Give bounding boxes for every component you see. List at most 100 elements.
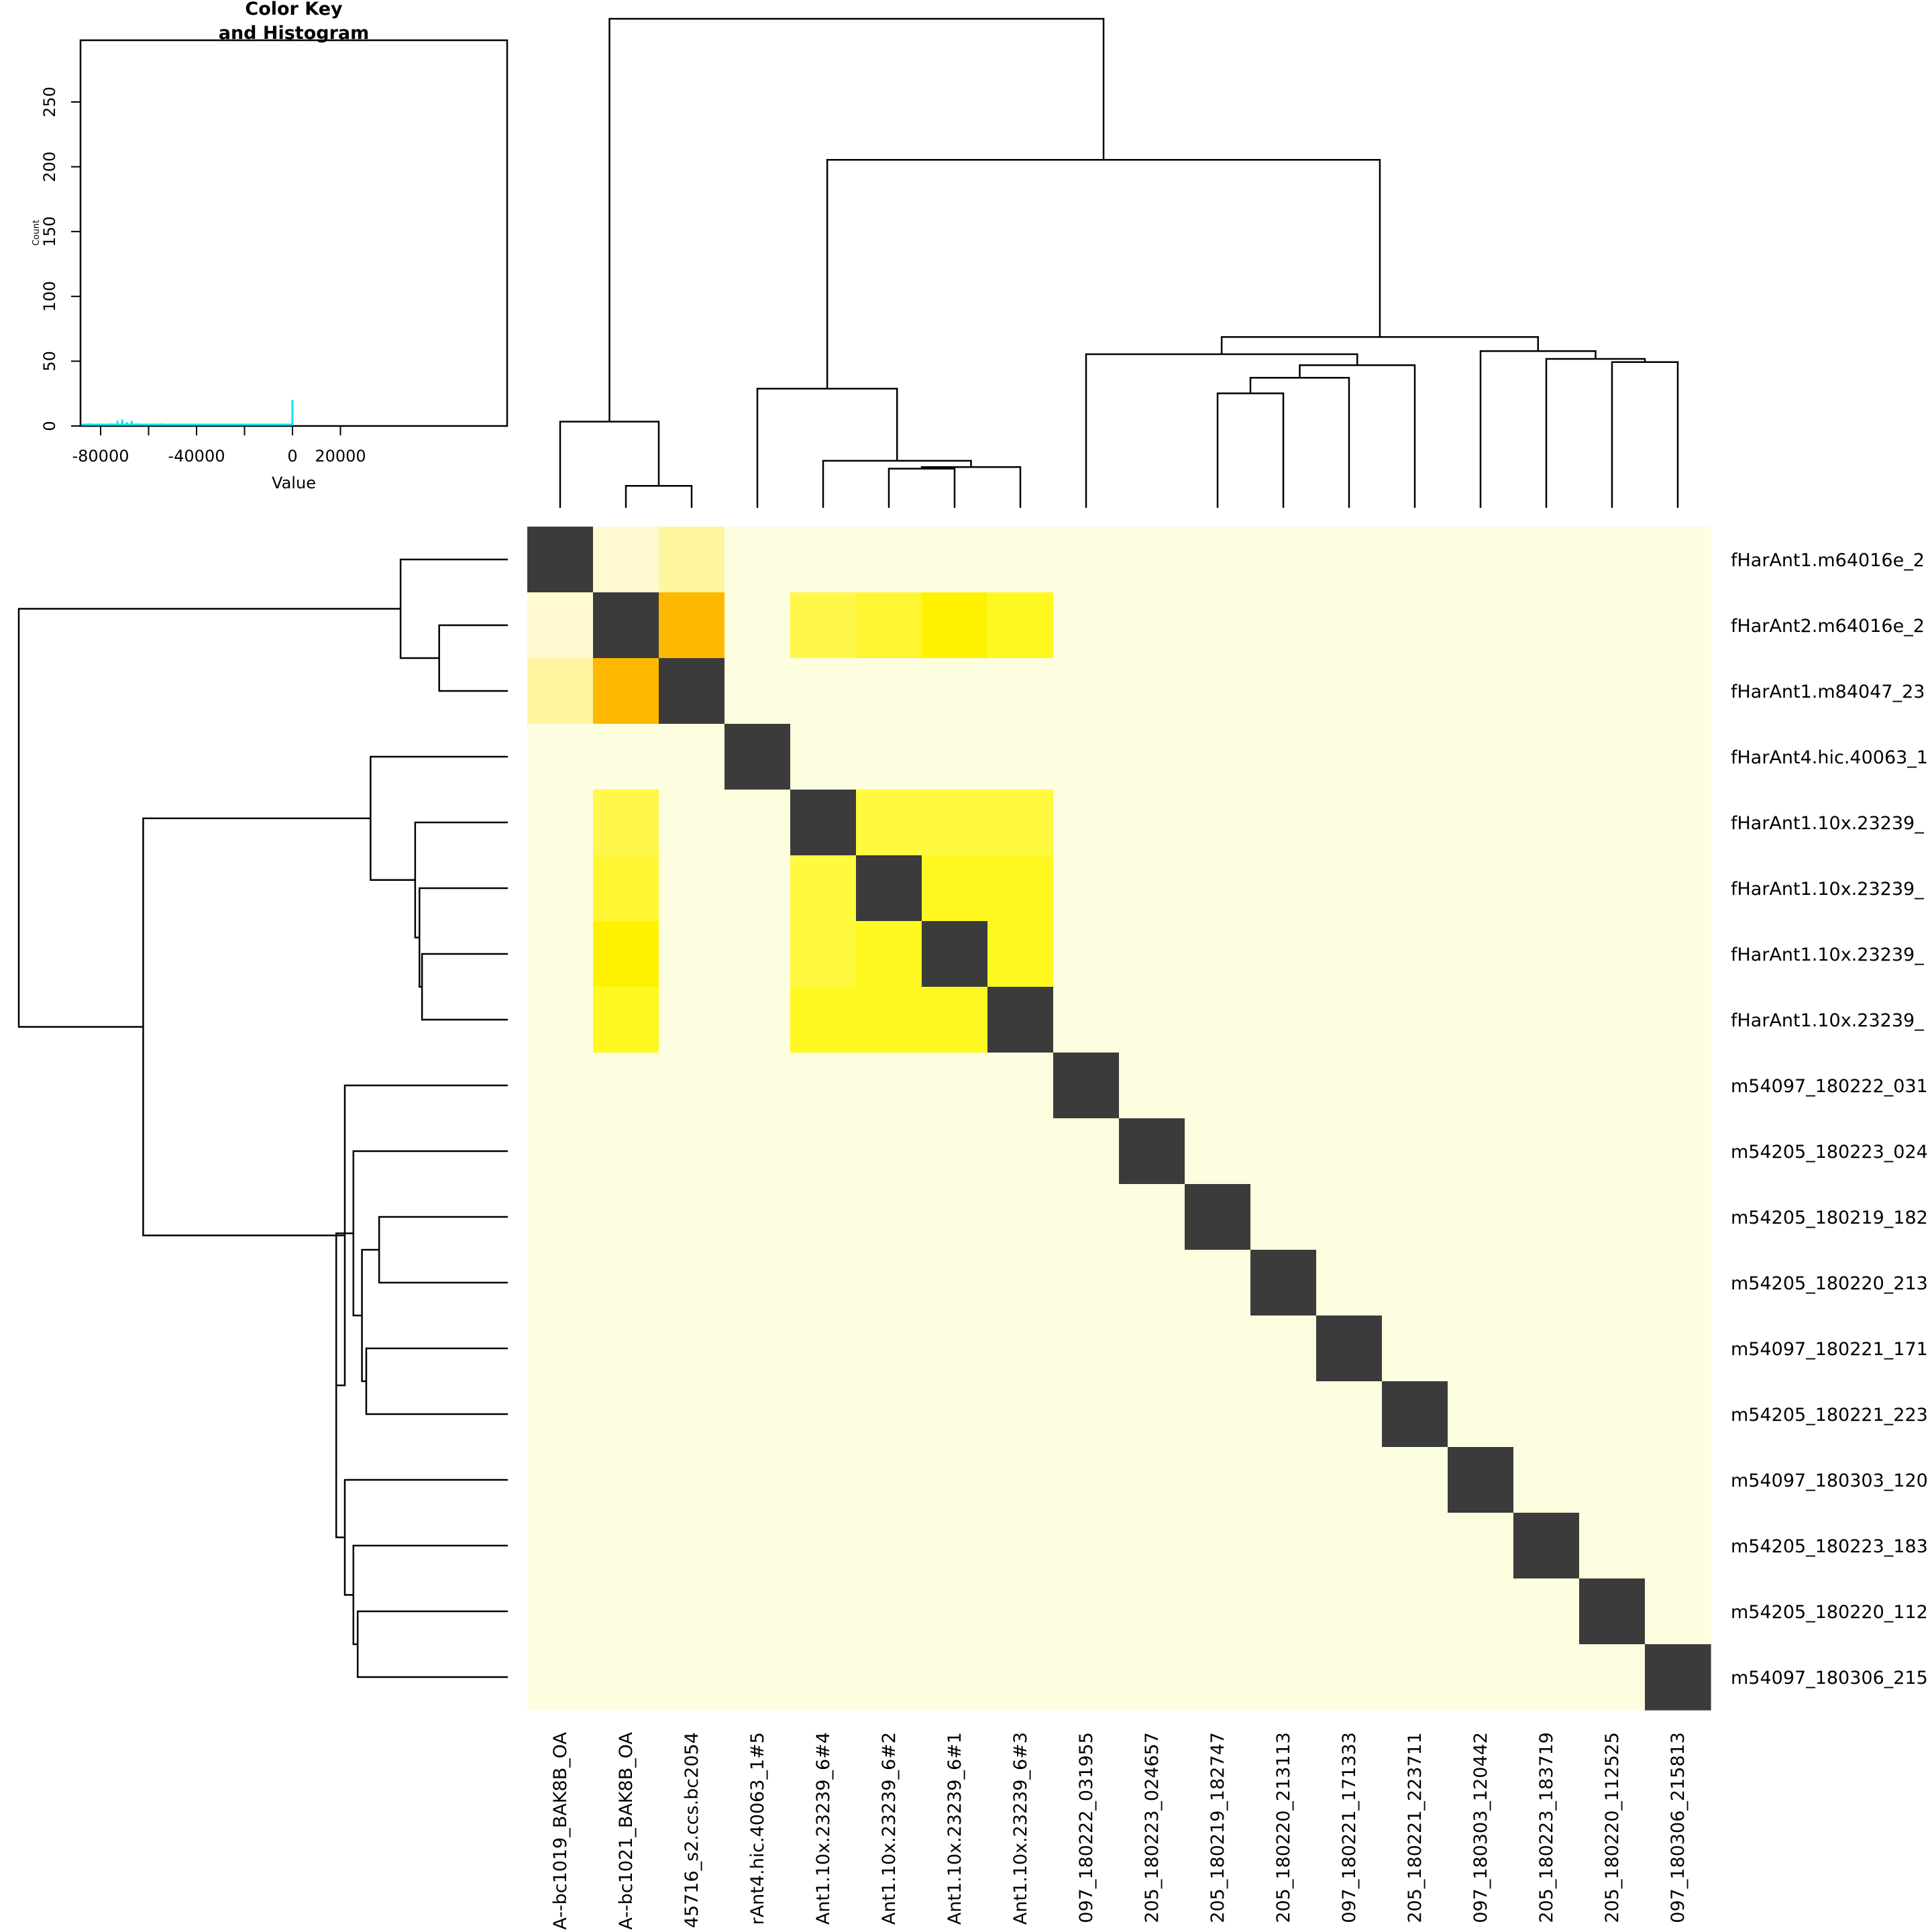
heatmap-cell xyxy=(1645,658,1711,724)
heatmap-cell xyxy=(1185,1381,1251,1448)
column-label: 205_180220_112525 xyxy=(1602,1732,1623,1923)
heatmap-cell xyxy=(987,1578,1054,1645)
heatmap-cell xyxy=(1579,1053,1646,1119)
heatmap-cell xyxy=(1316,1118,1383,1185)
row-label: fHarAnt1.10x.23239_ xyxy=(1731,879,1924,900)
heatmap-cell xyxy=(790,1184,857,1250)
heatmap-cell xyxy=(1250,1644,1317,1711)
heatmap-cell xyxy=(1053,1578,1120,1645)
column-label: rAnt4.hic.40063_1#5 xyxy=(747,1732,768,1925)
heatmap-cell xyxy=(1513,658,1580,724)
heatmap-cell xyxy=(922,527,988,593)
heatmap-cell xyxy=(1579,724,1646,790)
heatmap-cell xyxy=(1119,790,1185,856)
heatmap-cell xyxy=(1250,1053,1317,1119)
row-dendrogram-branch xyxy=(365,1347,508,1415)
heatmap-cell xyxy=(724,1184,791,1250)
heatmap-cell xyxy=(593,855,659,922)
row-label: m54205_180219_182 xyxy=(1731,1208,1928,1228)
column-label: Ant1.10x.23239_6#1 xyxy=(945,1732,965,1925)
column-label: A--bc1019_BAK8B_OA xyxy=(550,1731,571,1929)
row-dendrogram-branch xyxy=(421,953,508,1021)
heatmap-cell xyxy=(1448,1250,1514,1316)
heatmap-cell xyxy=(1185,1316,1251,1382)
heatmap-cell xyxy=(1185,1644,1251,1711)
heatmap-cell xyxy=(1513,987,1580,1053)
heatmap-cell xyxy=(922,658,988,724)
heatmap-cell xyxy=(987,1118,1054,1185)
heatmap-cell xyxy=(593,1578,659,1645)
hist-x-tick-label: -80000 xyxy=(72,447,129,466)
heatmap-cell xyxy=(527,527,594,593)
heatmap-cell xyxy=(724,1250,791,1316)
heatmap-cell xyxy=(856,855,922,922)
heatmap-cell xyxy=(1185,1118,1251,1185)
heatmap-cell xyxy=(1448,855,1514,922)
row-dendrogram-branch xyxy=(378,1216,508,1284)
heatmap-cell xyxy=(724,1644,791,1711)
heatmap-cell xyxy=(1185,527,1251,593)
heatmap-cell xyxy=(790,1381,857,1448)
column-dendrogram-branch xyxy=(1479,350,1597,508)
heatmap-cell xyxy=(593,1184,659,1250)
heatmap-cell xyxy=(1316,1250,1383,1316)
heatmap-cell xyxy=(593,921,659,987)
heatmap-cell xyxy=(1645,724,1711,790)
heatmap-cell xyxy=(922,1447,988,1513)
heatmap-cell xyxy=(1382,1644,1448,1711)
heatmap-cell xyxy=(527,592,594,659)
heatmap-cell xyxy=(659,1513,725,1579)
heatmap-cell xyxy=(987,921,1054,987)
column-dendrogram-branch xyxy=(822,460,972,508)
heatmap-cell xyxy=(1579,1184,1646,1250)
row-dendrogram xyxy=(17,558,508,1678)
heatmap-cell xyxy=(1645,1250,1711,1316)
heatmap-cell xyxy=(1579,527,1646,593)
heatmap-cell xyxy=(1448,1118,1514,1185)
row-dendrogram-branch xyxy=(419,887,508,988)
heatmap-cell xyxy=(790,1644,857,1711)
heatmap-cell xyxy=(790,1513,857,1579)
heatmap-cell xyxy=(1513,1184,1580,1250)
color-key-xlabel: Value xyxy=(272,474,316,492)
heatmap-cell xyxy=(724,1578,791,1645)
heatmap-cell xyxy=(1579,987,1646,1053)
heatmap-cell xyxy=(724,1118,791,1185)
heatmap-cell xyxy=(790,658,857,724)
row-label: fHarAnt4.hic.40063_1 xyxy=(1731,747,1928,768)
heatmap-cell xyxy=(1185,1250,1251,1316)
row-dendrogram-branch xyxy=(142,817,371,1236)
column-dendrogram-branch xyxy=(625,485,693,508)
heatmap-cell xyxy=(527,921,594,987)
column-label: 205_180220_213113 xyxy=(1273,1732,1294,1923)
column-dendrogram xyxy=(559,17,1679,508)
row-dendrogram-branch xyxy=(361,1248,380,1383)
heatmap-cell xyxy=(1250,1381,1317,1448)
heatmap-cell xyxy=(1579,1381,1646,1448)
hist-x-tick-label: 20000 xyxy=(315,447,366,466)
row-label: m54205_180223_024 xyxy=(1731,1142,1928,1163)
heatmap-cell xyxy=(527,1184,594,1250)
heatmap-cell xyxy=(1513,1316,1580,1382)
heatmap-cell xyxy=(1119,855,1185,922)
heatmap-cell xyxy=(856,527,922,593)
heatmap-cell xyxy=(1185,855,1251,922)
heatmap-cell xyxy=(987,1644,1054,1711)
heatmap-cell xyxy=(527,1118,594,1185)
heatmap-cell xyxy=(790,1250,857,1316)
heatmap-cell xyxy=(987,1316,1054,1382)
column-label: 205_180223_183719 xyxy=(1536,1732,1557,1923)
color-key-title-line2: and Histogram xyxy=(219,23,370,44)
heatmap-cell xyxy=(1382,527,1448,593)
heatmap-cell xyxy=(1053,1381,1120,1448)
heatmap-cell xyxy=(724,855,791,922)
heatmap-cell xyxy=(1645,1118,1711,1185)
heatmap-cell xyxy=(1250,592,1317,659)
heatmap-cell xyxy=(790,987,857,1053)
heatmap-cell xyxy=(1316,790,1383,856)
heatmap-cell xyxy=(1250,1578,1317,1645)
heatmap-cell xyxy=(856,1381,922,1448)
heatmap-cell xyxy=(527,1513,594,1579)
row-dendrogram-branch xyxy=(356,1610,508,1678)
heatmap-cell xyxy=(790,592,857,659)
